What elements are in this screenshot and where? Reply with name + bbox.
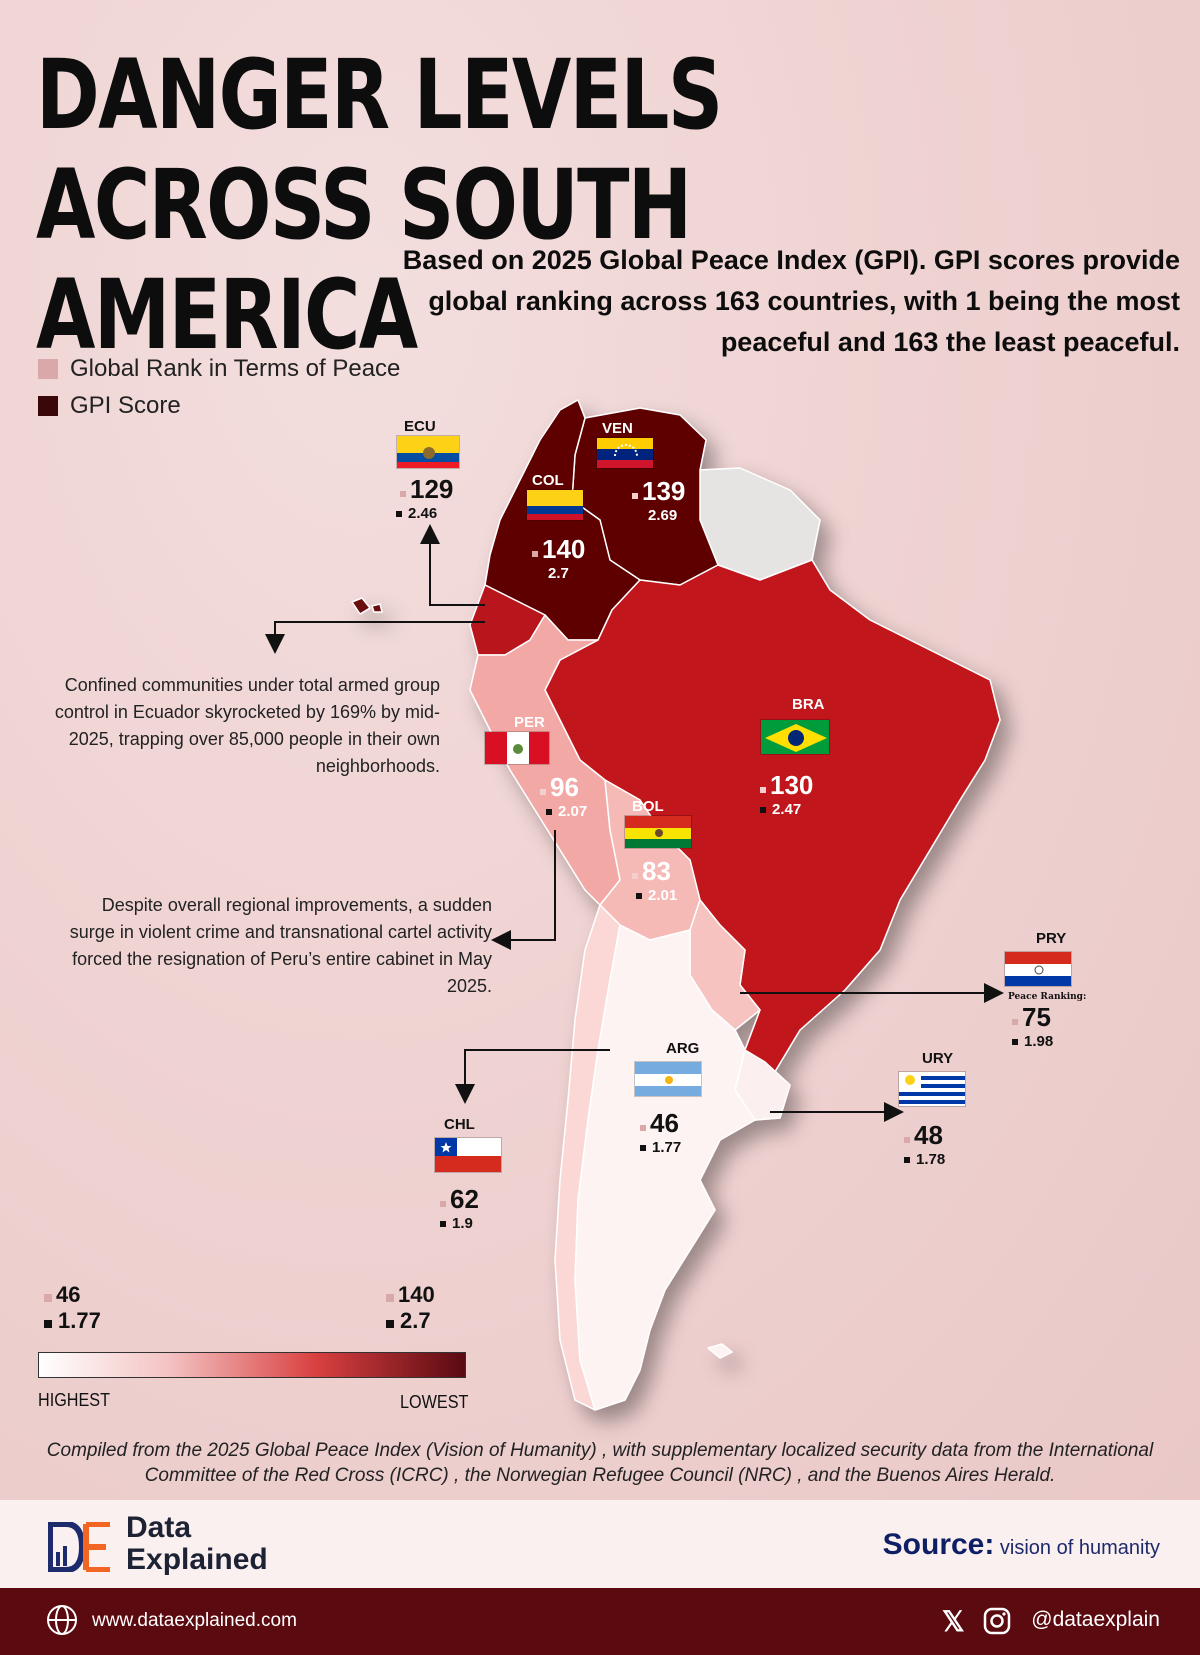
scale-high-score: 2.7 (400, 1308, 431, 1333)
scale-right-label: LOWEST (400, 1392, 469, 1412)
page-title: DANGER LEVELS ACROSS SOUTH AMERICA (36, 39, 723, 371)
score-value: 1.98 (1024, 1033, 1054, 1050)
country-code: CHL (444, 1116, 475, 1133)
legend-score-label: GPI Score (70, 391, 181, 419)
rank-value: 140 (542, 534, 586, 564)
note-ecuador: Confined communities under total armed g… (54, 675, 440, 776)
country-per: PER 96 2.07 (484, 714, 587, 821)
brand-name: Data Explained (126, 1512, 268, 1576)
brand-name-line2: Explained (126, 1543, 268, 1576)
region-argentina (574, 924, 756, 1411)
data-explained-logo-icon (48, 1522, 110, 1572)
rank-value: 130 (770, 770, 814, 800)
score-value: 2.01 (648, 887, 678, 904)
flag-bol (624, 815, 693, 850)
flag-pry (1004, 951, 1073, 988)
connector-per-note (491, 830, 556, 950)
peace-ranking-label: Peace Ranking: (1008, 992, 1087, 1002)
rank-value: 62 (450, 1184, 479, 1214)
flag-chl (434, 1137, 503, 1174)
globe-icon (47, 1605, 77, 1635)
legend-rank: Global Rank in Terms of Peace (38, 350, 400, 387)
country-pry: PRY Peace Ranking: 75 1.98 (1004, 930, 1086, 1051)
website-link[interactable]: www.dataexplained.com (92, 1610, 297, 1631)
score-value: 1.9 (452, 1215, 473, 1232)
flag-ecu (396, 435, 461, 470)
country-code: URY (922, 1050, 954, 1067)
country-code: BOL (632, 798, 664, 815)
scale-low-rank: 46 (56, 1282, 81, 1307)
country-ury: URY 48 1.78 (898, 1050, 967, 1169)
color-gradient-bar (38, 1352, 466, 1378)
instagram-icon[interactable] (983, 1607, 1011, 1635)
country-chl: CHL 62 1.9 (434, 1116, 503, 1233)
region-falklands (707, 1343, 733, 1359)
rank-value: 139 (642, 476, 686, 506)
country-col: COL 140 2.7 (526, 472, 585, 583)
subtitle: Based on 2025 Global Peace Index (GPI). … (402, 245, 1180, 357)
score-value: 1.77 (652, 1139, 682, 1156)
flag-per (484, 731, 551, 766)
score-value: 2.7 (548, 565, 569, 582)
flag-col (526, 489, 585, 522)
connector-chl (455, 1049, 610, 1104)
country-code: ARG (666, 1040, 700, 1057)
country-bra: BRA 130 2.47 (760, 696, 831, 819)
scale-left-label: HIGHEST (38, 1390, 111, 1410)
footnote: Compiled from the 2025 Global Peace Inde… (46, 1440, 1154, 1486)
footer: www.dataexplained.com 𝕏 @dataexplain (0, 1588, 1200, 1655)
flag-ury (898, 1071, 967, 1108)
note-peru: Despite overall regional improvements, a… (69, 895, 492, 996)
legend-rank-swatch (38, 358, 58, 379)
country-code: PER (514, 714, 545, 731)
social-handle[interactable]: @dataexplain (1031, 1608, 1160, 1631)
scale-high-rank: 140 (398, 1282, 435, 1307)
brand-name-line1: Data (126, 1511, 192, 1544)
score-value: 1.78 (916, 1151, 946, 1168)
country-code: BRA (792, 696, 825, 713)
country-arg: ARG 46 1.77 (634, 1040, 703, 1157)
rank-value: 48 (914, 1120, 943, 1150)
country-bol: BOL 83 2.01 (624, 798, 693, 905)
legend-score: GPI Score (38, 387, 400, 424)
scale-low-score: 1.77 (58, 1308, 101, 1333)
country-ven: VEN 139 2.69 (596, 420, 685, 525)
connector-ecu-note (265, 621, 485, 654)
flag-arg (634, 1061, 703, 1098)
country-ecu: ECU 129 2.46 (396, 418, 461, 523)
region-uruguay (734, 1049, 791, 1121)
score-value: 2.69 (648, 507, 678, 524)
legend: Global Rank in Terms of Peace GPI Score (38, 350, 400, 424)
source-label: Source: (882, 1528, 995, 1561)
flag-bra (760, 719, 831, 756)
x-icon[interactable]: 𝕏 (942, 1606, 965, 1637)
source-value: vision of humanity (999, 1537, 1160, 1559)
country-code: PRY (1036, 930, 1067, 947)
rank-value: 75 (1022, 1002, 1051, 1032)
rank-value: 46 (650, 1108, 679, 1138)
score-value: 2.46 (408, 505, 438, 522)
connector-ecu (420, 524, 485, 606)
legend-rank-label: Global Rank in Terms of Peace (70, 354, 401, 382)
rank-value: 129 (410, 474, 454, 504)
rank-value: 83 (642, 856, 671, 886)
brand-band (0, 1500, 1200, 1588)
score-value: 2.47 (772, 801, 802, 818)
source: Source: vision of humanity (883, 1528, 1160, 1562)
country-code: COL (532, 472, 564, 489)
flag-ven (596, 437, 655, 470)
country-code: VEN (602, 420, 633, 437)
legend-score-swatch (38, 395, 58, 416)
region-galapagos (351, 597, 383, 615)
rank-value: 96 (550, 772, 579, 802)
color-scale: 46 1.77 140 2.7 (38, 1282, 466, 1380)
country-code: ECU (404, 418, 436, 435)
score-value: 2.07 (558, 803, 588, 820)
